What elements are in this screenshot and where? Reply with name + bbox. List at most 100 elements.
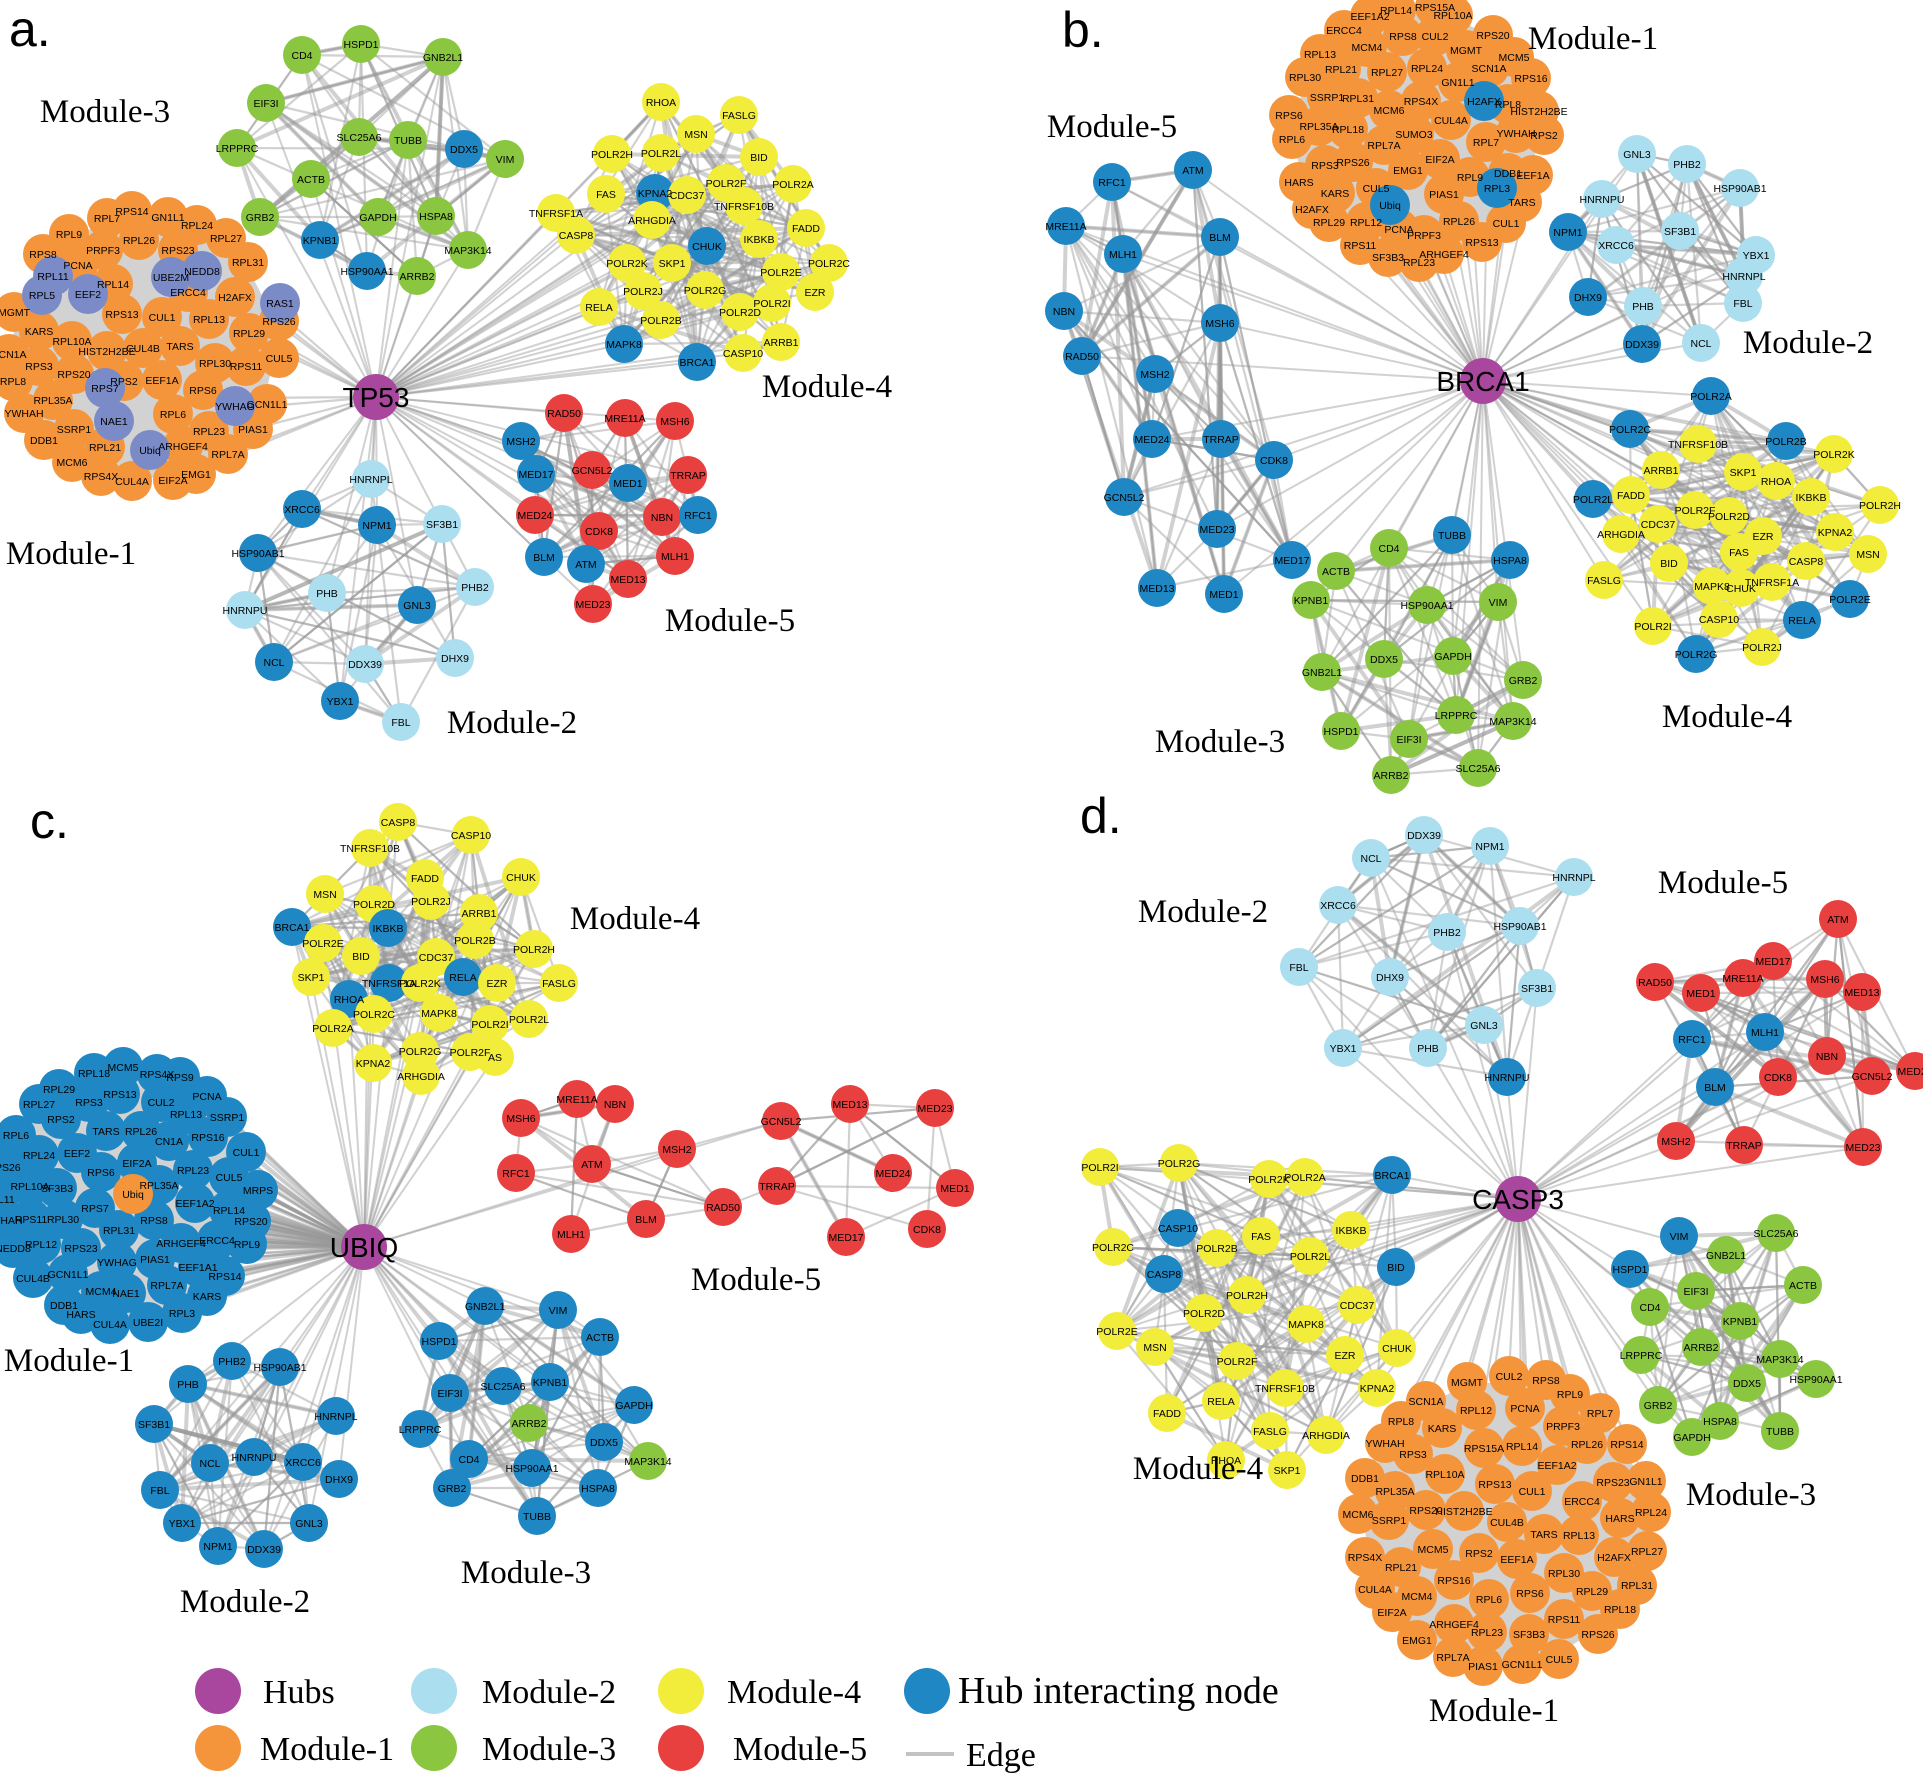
- svg-text:ARHGEF4: ARHGEF4: [1419, 249, 1469, 261]
- svg-text:RFC1: RFC1: [684, 510, 712, 522]
- svg-text:KPNA2: KPNA2: [356, 1058, 391, 1070]
- svg-text:GCN1L1: GCN1L1: [247, 399, 288, 411]
- svg-text:Module-1: Module-1: [1528, 21, 1658, 57]
- svg-text:MED13: MED13: [1844, 987, 1879, 999]
- svg-text:HNRNPL: HNRNPL: [314, 1411, 357, 1423]
- svg-text:RPL24: RPL24: [23, 1150, 55, 1162]
- svg-text:RPL23: RPL23: [193, 426, 225, 438]
- svg-text:POLR2H: POLR2H: [591, 149, 633, 161]
- svg-text:MRE11A: MRE11A: [1722, 973, 1763, 985]
- svg-text:VIM: VIM: [1670, 1231, 1689, 1243]
- svg-text:RPL21: RPL21: [89, 442, 121, 454]
- svg-text:RAD50: RAD50: [1638, 977, 1672, 989]
- svg-text:MAP3K14: MAP3K14: [1489, 716, 1536, 728]
- svg-text:TNFRSF10B: TNFRSF10B: [1255, 1383, 1315, 1395]
- svg-text:RPL29: RPL29: [43, 1084, 75, 1096]
- svg-text:RPL3: RPL3: [1484, 183, 1510, 195]
- svg-text:SSRP1: SSRP1: [1372, 1515, 1407, 1527]
- svg-text:EIF3I: EIF3I: [1396, 734, 1421, 746]
- svg-text:RPL31: RPL31: [103, 1225, 135, 1237]
- svg-text:FADD: FADD: [411, 873, 439, 885]
- svg-text:FBL: FBL: [150, 1485, 169, 1497]
- svg-text:MLH1: MLH1: [1109, 249, 1137, 261]
- svg-text:RPL13: RPL13: [170, 1109, 202, 1121]
- svg-text:RPL27: RPL27: [1631, 1546, 1663, 1558]
- svg-text:POLR2E: POLR2E: [1829, 594, 1870, 606]
- svg-text:MSH6: MSH6: [660, 416, 689, 428]
- svg-text:HSP90AB1: HSP90AB1: [253, 1362, 306, 1374]
- svg-text:TUBB: TUBB: [523, 1511, 551, 1523]
- svg-text:RPL35A: RPL35A: [1299, 121, 1338, 133]
- svg-text:MSH2: MSH2: [1661, 1136, 1690, 1148]
- svg-text:MRE11A: MRE11A: [1045, 221, 1086, 233]
- svg-text:POLR2J: POLR2J: [411, 896, 451, 908]
- svg-text:NCL: NCL: [1690, 338, 1711, 350]
- svg-text:ARRB1: ARRB1: [1643, 465, 1678, 477]
- svg-text:RPL7: RPL7: [1587, 1408, 1613, 1420]
- svg-text:SUMO3: SUMO3: [1395, 129, 1433, 141]
- svg-text:POLR2F: POLR2F: [1675, 505, 1716, 517]
- svg-text:KPNB1: KPNB1: [533, 1377, 568, 1389]
- svg-text:MRE11A: MRE11A: [556, 1094, 597, 1106]
- svg-text:NEDD8: NEDD8: [184, 266, 220, 278]
- svg-text:TARS: TARS: [1530, 1529, 1557, 1541]
- svg-text:MED1: MED1: [940, 1183, 969, 1195]
- svg-text:FADD: FADD: [1617, 490, 1645, 502]
- svg-text:RPS8: RPS8: [1389, 31, 1417, 43]
- svg-text:MSH6: MSH6: [1205, 318, 1234, 330]
- svg-text:HSPD1: HSPD1: [343, 39, 378, 51]
- svg-text:RPS20: RPS20: [1409, 1505, 1442, 1517]
- svg-text:POLR2A: POLR2A: [312, 1023, 353, 1035]
- svg-text:EEF1A2: EEF1A2: [1537, 1460, 1576, 1472]
- svg-text:CDC37: CDC37: [419, 952, 454, 964]
- svg-text:RPS16: RPS16: [1514, 73, 1547, 85]
- svg-text:RPL12: RPL12: [1350, 217, 1382, 229]
- svg-text:POLR2L: POLR2L: [1290, 1251, 1330, 1263]
- svg-text:CUL5: CUL5: [266, 353, 293, 365]
- svg-text:DDX39: DDX39: [348, 659, 382, 671]
- svg-text:MED17: MED17: [1274, 555, 1309, 567]
- svg-text:POLR2C: POLR2C: [353, 1009, 395, 1021]
- svg-text:TNFRSF1A: TNFRSF1A: [529, 208, 583, 220]
- svg-text:BLM: BLM: [1704, 1082, 1726, 1094]
- svg-text:FAS: FAS: [1251, 1231, 1271, 1243]
- svg-text:YBX1: YBX1: [1743, 250, 1770, 262]
- svg-text:RPL10A: RPL10A: [1433, 10, 1472, 22]
- svg-text:ACTB: ACTB: [1789, 1280, 1817, 1292]
- svg-text:ATM: ATM: [581, 1159, 602, 1171]
- svg-text:POLR2A: POLR2A: [772, 179, 813, 191]
- svg-text:ATM: ATM: [1182, 165, 1203, 177]
- svg-text:TNFRSF10B: TNFRSF10B: [340, 843, 400, 855]
- svg-text:POLR2K: POLR2K: [399, 978, 440, 990]
- svg-text:NBN: NBN: [651, 512, 673, 524]
- svg-text:POLR2B: POLR2B: [640, 315, 681, 327]
- svg-text:RAS1: RAS1: [266, 298, 294, 310]
- svg-text:RHOA: RHOA: [1761, 476, 1791, 488]
- svg-text:POLR2C: POLR2C: [1609, 424, 1651, 436]
- svg-text:RPS3: RPS3: [75, 1097, 103, 1109]
- svg-text:RPS14: RPS14: [115, 206, 148, 218]
- svg-text:POLR2E: POLR2E: [1096, 1326, 1137, 1338]
- svg-text:HARS: HARS: [1284, 177, 1313, 189]
- svg-text:EEF1A: EEF1A: [145, 375, 178, 387]
- svg-text:RPL24: RPL24: [181, 220, 213, 232]
- svg-text:CDK8: CDK8: [1260, 455, 1288, 467]
- svg-text:RPL31: RPL31: [1621, 1580, 1653, 1592]
- svg-text:PHB2: PHB2: [218, 1356, 246, 1368]
- svg-text:POLR2J: POLR2J: [1742, 642, 1782, 654]
- svg-text:MED24: MED24: [1134, 434, 1169, 446]
- svg-text:SLC25A6: SLC25A6: [481, 1381, 526, 1393]
- svg-text:HIST2H2BE: HIST2H2BE: [1435, 1506, 1492, 1518]
- svg-text:SKP1: SKP1: [659, 258, 686, 270]
- svg-text:PIAS1: PIAS1: [238, 424, 268, 436]
- svg-text:RPS3: RPS3: [1311, 160, 1339, 172]
- svg-text:MAPK8: MAPK8: [1694, 581, 1730, 593]
- svg-text:ARRB2: ARRB2: [1373, 770, 1408, 782]
- svg-text:Hubs: Hubs: [263, 1674, 335, 1711]
- svg-text:Module-3: Module-3: [1155, 724, 1285, 760]
- svg-text:Module-2: Module-2: [447, 705, 577, 741]
- svg-text:NPM1: NPM1: [1475, 841, 1504, 853]
- svg-text:CASP8: CASP8: [1147, 1269, 1182, 1281]
- svg-text:SKP1: SKP1: [298, 972, 325, 984]
- svg-text:RPS23: RPS23: [1596, 1477, 1629, 1489]
